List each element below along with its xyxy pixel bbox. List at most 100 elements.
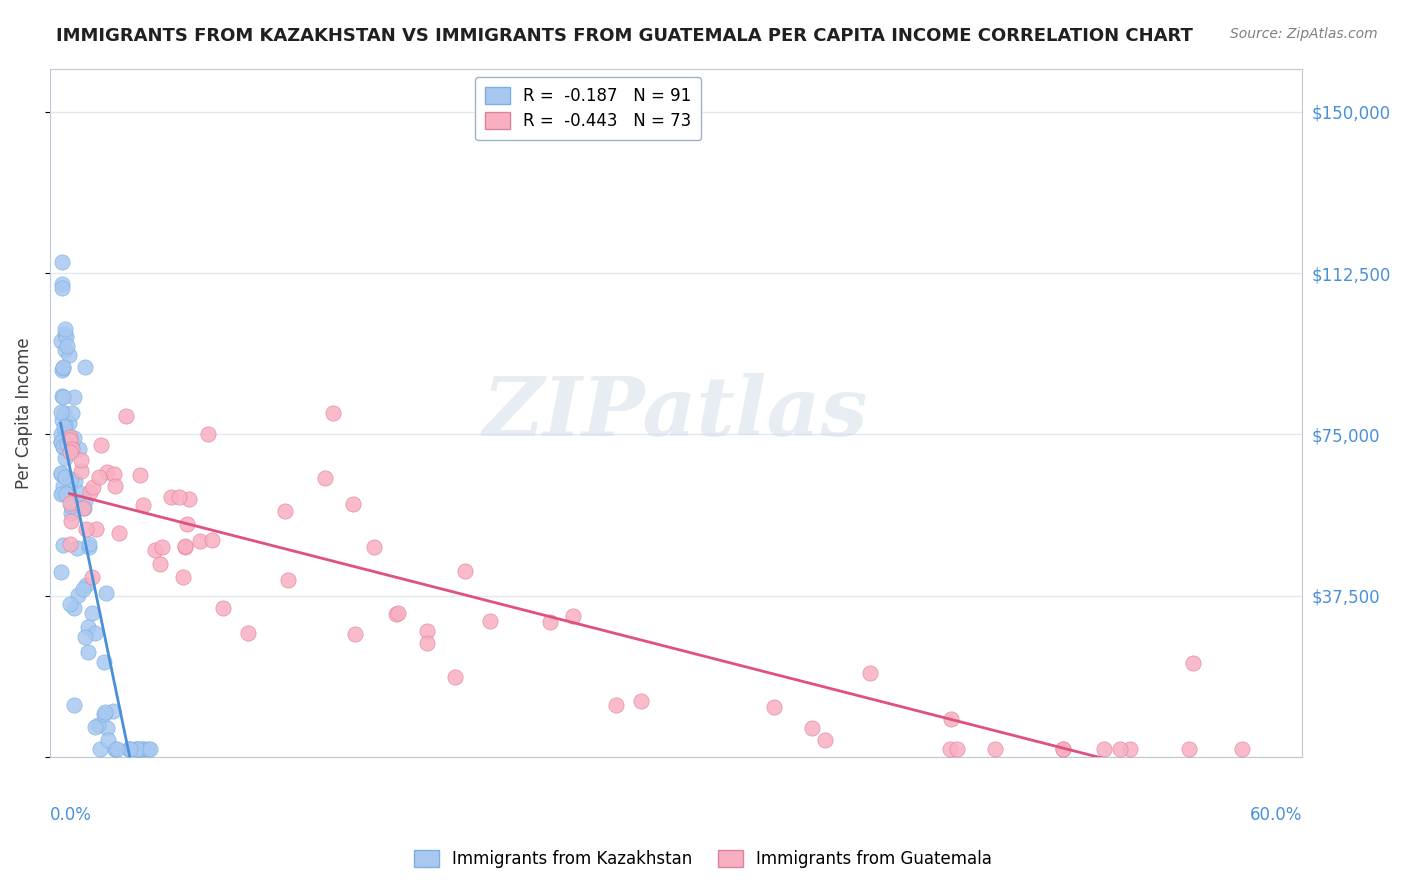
Point [51,389,73,403]
Point [52,439,75,453]
Point [67,442,90,456]
Point [56,339,79,353]
Point [105,741,128,756]
Point [60,500,83,514]
Point [51,255,73,269]
Point [75,631,97,645]
Point [53,326,76,341]
Point [77,540,100,554]
Point [443,670,465,684]
Point [277,573,299,587]
Point [63,600,86,615]
Point [814,733,837,747]
Point [93,706,115,721]
Point [314,471,336,485]
Point [94,705,117,719]
Point [58,483,80,498]
Point [52,390,75,404]
Point [51,412,73,426]
Point [139,741,162,756]
Point [385,607,408,621]
Point [53,469,76,483]
Point [104,741,127,756]
Point [127,741,149,756]
Text: 0.0%: 0.0% [49,805,91,823]
Point [58,445,80,459]
Point [117,741,139,756]
Point [108,526,131,541]
Point [176,517,198,532]
Point [415,624,437,638]
Point [103,704,125,718]
Point [53,420,76,434]
Legend: R =  -0.187   N = 91, R =  -0.443   N = 73: R = -0.187 N = 91, R = -0.443 N = 73 [475,77,702,140]
Point [120,741,142,756]
Point [49,426,72,441]
Point [188,534,211,549]
Point [939,741,962,756]
Point [66,588,89,602]
Point [63,474,86,488]
Point [58,496,80,510]
Point [136,741,159,756]
Point [52,360,75,375]
Point [60,506,83,520]
Point [129,741,152,756]
Point [84,626,107,640]
Point [60,442,83,457]
Point [945,741,967,756]
Point [90,438,112,452]
Point [172,570,194,584]
Point [49,334,72,349]
Point [562,609,585,624]
Point [53,322,76,336]
Point [55,487,77,501]
Point [143,542,166,557]
Point [173,539,195,553]
Point [79,485,101,500]
Point [55,417,77,432]
Point [77,537,100,551]
Point [89,741,111,756]
Point [73,501,96,516]
Point [56,430,79,444]
Point [1092,741,1115,756]
Point [983,741,1005,756]
Point [201,533,224,547]
Point [87,470,110,484]
Point [939,712,962,726]
Point [69,453,91,467]
Point [605,698,627,713]
Point [49,467,72,482]
Point [66,541,89,556]
Point [63,431,86,445]
Point [72,501,94,516]
Point [75,494,97,508]
Point [1052,741,1074,756]
Point [104,479,127,493]
Point [75,578,97,592]
Point [86,522,108,536]
Point [52,360,75,375]
Point [80,606,103,620]
Point [132,498,155,512]
Point [538,615,561,630]
Point [212,600,235,615]
Text: IMMIGRANTS FROM KAZAKHSTAN VS IMMIGRANTS FROM GUATEMALA PER CAPITA INCOME CORREL: IMMIGRANTS FROM KAZAKHSTAN VS IMMIGRANTS… [56,27,1194,45]
Point [59,597,82,611]
Y-axis label: Per Capita Income: Per Capita Income [15,337,32,489]
Point [60,472,83,486]
Text: Source: ZipAtlas.com: Source: ZipAtlas.com [1230,27,1378,41]
Point [363,540,385,554]
Point [1109,741,1132,756]
Point [49,405,72,419]
Point [55,330,77,344]
Point [69,485,91,500]
Point [77,620,100,634]
Point [115,409,138,423]
Point [103,467,125,482]
Point [87,717,110,731]
Point [52,479,75,493]
Point [96,465,118,479]
Point [59,430,82,444]
